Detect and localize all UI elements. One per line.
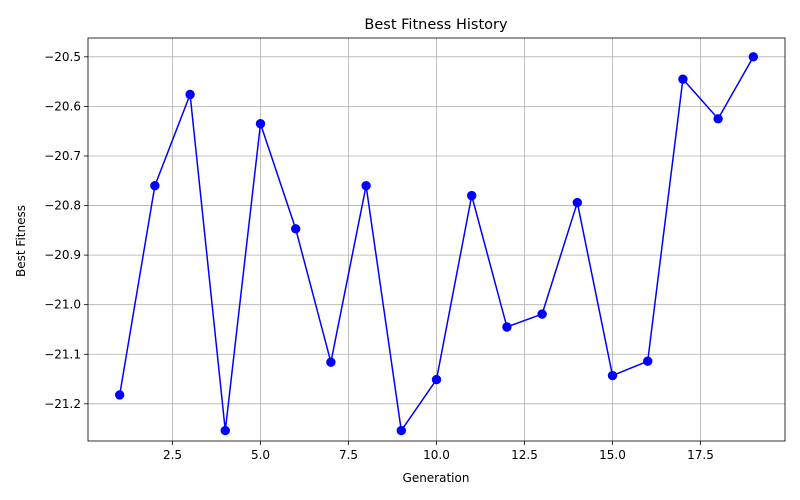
y-tick-label: −20.7 — [44, 149, 81, 163]
data-point — [290, 224, 301, 234]
data-point — [537, 309, 547, 319]
x-tick-label: 7.5 — [339, 448, 358, 462]
data-point — [114, 390, 125, 400]
x-tick-label: 15.0 — [599, 448, 626, 462]
x-tick-label: 10.0 — [423, 448, 450, 462]
data-point — [713, 114, 723, 124]
data-point — [748, 52, 759, 62]
y-tick-label: −21.0 — [44, 298, 81, 312]
data-point — [255, 119, 266, 129]
x-tick-label: 17.5 — [687, 448, 714, 462]
x-tick-label: 5.0 — [251, 448, 270, 462]
y-tick-label: −21.2 — [44, 397, 81, 411]
data-point — [607, 370, 618, 381]
x-tick-label: 12.5 — [511, 448, 538, 462]
data-point — [326, 357, 336, 367]
x-axis-label: Generation — [403, 471, 470, 485]
chart-title: Best Fitness History — [364, 17, 508, 33]
data-point — [396, 425, 406, 436]
ticks: 2.5 5.0 7.5 10.0 12.5 15.0 17.5 −21.2 −21.1 −21.0… — [44, 50, 714, 462]
data-point — [467, 190, 477, 201]
data-point — [678, 74, 688, 84]
x-tick-label: 2.5 — [163, 448, 182, 462]
y-tick-label: −21.1 — [44, 347, 81, 361]
data-point — [220, 425, 230, 436]
data-point — [572, 197, 583, 208]
y-tick-label: −20.6 — [44, 99, 81, 113]
y-tick-label: −20.8 — [44, 199, 81, 213]
data-point — [185, 89, 195, 100]
y-tick-label: −20.9 — [44, 248, 81, 262]
series — [114, 52, 759, 436]
data-point — [502, 322, 512, 332]
data-point — [150, 181, 160, 191]
data-point — [643, 356, 653, 366]
grid — [88, 38, 785, 441]
y-axis-label: Best Fitness — [14, 205, 28, 277]
data-point — [431, 374, 442, 385]
data-point — [361, 181, 371, 191]
y-tick-label: −20.5 — [44, 50, 81, 64]
